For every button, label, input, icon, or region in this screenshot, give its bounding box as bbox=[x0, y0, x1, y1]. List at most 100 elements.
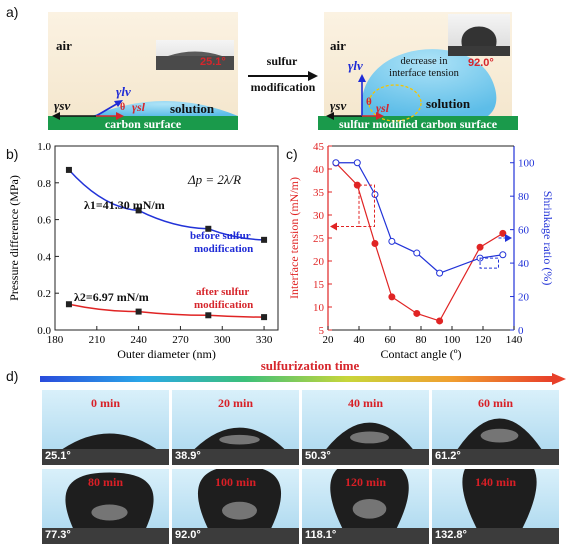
panel-b-x-axis-label: Outer diameter (nm) bbox=[117, 347, 216, 361]
panel-b-note-before-2: modification bbox=[194, 243, 254, 255]
left-droplet bbox=[92, 101, 238, 116]
panel-b-x-tick-label: 270 bbox=[172, 334, 189, 346]
panel-b-data-point bbox=[261, 314, 268, 321]
panel-c-data-point bbox=[413, 309, 421, 317]
panel-b-note-after-2: modification bbox=[194, 299, 254, 311]
photo-time-label: 100 min bbox=[214, 475, 256, 489]
panel-c-right-tick-label: 60 bbox=[518, 225, 530, 237]
panel-b-data-point bbox=[261, 236, 268, 243]
panel-c-data-point bbox=[499, 229, 507, 237]
panel-c-left-axis-label: Interface tension (mN/m) bbox=[288, 177, 301, 299]
panel-c-series-line bbox=[335, 162, 504, 322]
right-surface-label: sulfur modified carbon surface bbox=[338, 117, 498, 131]
droplet-drawing bbox=[432, 418, 559, 465]
substrate bbox=[42, 528, 169, 544]
contact-angle-photo: 40 min 50.3° bbox=[302, 390, 429, 465]
panel-b-note-after-1: after sulfur bbox=[196, 286, 250, 298]
droplet bbox=[65, 472, 154, 528]
panel-b-chart: 180 210 240 270 300 330 0.0 0.2 0.4 0.6 0.8 1.0 Oute… bbox=[7, 141, 279, 361]
droplet-highlight bbox=[480, 428, 519, 443]
left-gamma-lv-label: γlv bbox=[116, 84, 131, 99]
panel-c-left-tick-label: 40 bbox=[313, 164, 325, 176]
panel-b-data-point bbox=[135, 308, 142, 315]
panel-b-y-tick-label: 0.8 bbox=[37, 178, 51, 190]
panel-b-plot-frame bbox=[54, 145, 279, 331]
left-carbon-surface bbox=[48, 116, 238, 130]
panel-c-guide-box-left bbox=[358, 184, 375, 227]
panel-b-x-tick-label: 300 bbox=[214, 334, 231, 346]
photo-time-label: 0 min bbox=[90, 396, 120, 410]
panel-b-formula: Δp = 2λ/R bbox=[188, 172, 242, 187]
droplet-highlight bbox=[219, 434, 260, 445]
left-air-label: air bbox=[56, 38, 72, 53]
panel-c-x-tick-label: 20 bbox=[323, 334, 335, 346]
contact-angle-photo: 120 min 118.1° bbox=[302, 469, 429, 544]
photo-angle-label: 132.8° bbox=[435, 529, 467, 541]
panel-c-x-tick-label: 100 bbox=[444, 334, 461, 346]
droplet bbox=[330, 469, 409, 528]
sulfurization-time-bar bbox=[40, 373, 566, 385]
panel-b-label-before: λ1=41.30 mN/m bbox=[84, 198, 165, 212]
photo-time-label: 120 min bbox=[344, 475, 386, 489]
droplet bbox=[62, 433, 157, 449]
panel-a-letter: a) bbox=[6, 4, 19, 20]
panel-c-data-point bbox=[332, 159, 340, 167]
contact-angle-photo: 0 min 25.1° bbox=[42, 390, 169, 465]
panel-c-data-point bbox=[436, 317, 444, 325]
droplet-drawing bbox=[172, 469, 299, 544]
panel-b-data-point bbox=[205, 225, 212, 232]
left-gamma-sv-label: γsv bbox=[54, 98, 71, 113]
droplet bbox=[198, 469, 281, 528]
arrow-label-top: sulfur bbox=[266, 54, 298, 68]
sulfurization-time-label: sulfurization time bbox=[260, 358, 360, 373]
droplet-highlight bbox=[91, 504, 128, 521]
substrate bbox=[172, 449, 299, 465]
panel-c-letter: c) bbox=[286, 146, 298, 162]
panel-b-data-point bbox=[65, 301, 72, 308]
photo-angle-label: 25.1° bbox=[45, 450, 71, 462]
panel-c-guide-arrowhead-right bbox=[505, 234, 512, 242]
droplet-highlight bbox=[352, 498, 387, 519]
contact-angle-photo: 140 min 132.8° bbox=[432, 469, 559, 544]
photo-time-label: 40 min bbox=[347, 396, 383, 410]
panel-b-letter: b) bbox=[6, 146, 19, 162]
panel-c-guide-box-right bbox=[479, 257, 499, 269]
panel-b-y-tick-label: 1.0 bbox=[37, 141, 51, 153]
contact-angle-photo: 100 min 92.0° bbox=[172, 469, 299, 544]
panel-b-y-axis-label: Pressure difference (MPa) bbox=[7, 175, 21, 301]
photo-angle-label: 38.9° bbox=[175, 450, 201, 462]
panel-b-y-tick-label: 0.0 bbox=[37, 325, 51, 337]
panel-c-data-point bbox=[413, 249, 421, 257]
panel-c-data-point bbox=[388, 293, 396, 301]
panel-c-x-tick-label: 40 bbox=[354, 334, 366, 346]
photo-angle-label: 61.2° bbox=[435, 450, 461, 462]
panel-c-right-tick-label: 80 bbox=[518, 191, 530, 203]
panel-c-right-tick-label: 40 bbox=[518, 258, 530, 270]
panel-b-y-tick-label: 0.2 bbox=[37, 288, 51, 300]
right-inset-angle: 92.0° bbox=[468, 57, 494, 69]
right-air-label: air bbox=[330, 38, 346, 53]
panel-c-right-tick-label: 0 bbox=[518, 325, 524, 337]
photo-time-label: 80 min bbox=[87, 475, 123, 489]
panel-c-x-tick-label: 80 bbox=[416, 334, 428, 346]
panel-b-x-tick-label: 210 bbox=[89, 334, 106, 346]
panel-a-schematic bbox=[48, 12, 518, 130]
panel-c-data-point bbox=[436, 269, 444, 277]
panel-c-right-axis-label: Shrinkage ratio (%) bbox=[541, 191, 555, 286]
panel-c-left-tick-label: 10 bbox=[313, 302, 325, 314]
substrate bbox=[302, 449, 429, 465]
panel-d-letter: d) bbox=[6, 368, 19, 384]
photo-angle-label: 92.0° bbox=[175, 529, 201, 541]
panel-b-series-line bbox=[68, 303, 265, 318]
droplet-highlight bbox=[222, 501, 257, 520]
left-inset-angle: 25.1° bbox=[200, 56, 226, 68]
panel-c-guide-arrowhead-left bbox=[330, 222, 337, 231]
droplet-drawing bbox=[42, 433, 169, 465]
substrate bbox=[42, 449, 169, 465]
right-solution-label: solution bbox=[426, 96, 471, 111]
left-gamma-lv-arrow bbox=[95, 101, 121, 117]
panel-b-data-point bbox=[65, 166, 72, 173]
droplet-drawing bbox=[42, 472, 169, 544]
right-gamma-sl-label: γsl bbox=[376, 101, 389, 115]
droplet-drawing bbox=[302, 469, 429, 544]
